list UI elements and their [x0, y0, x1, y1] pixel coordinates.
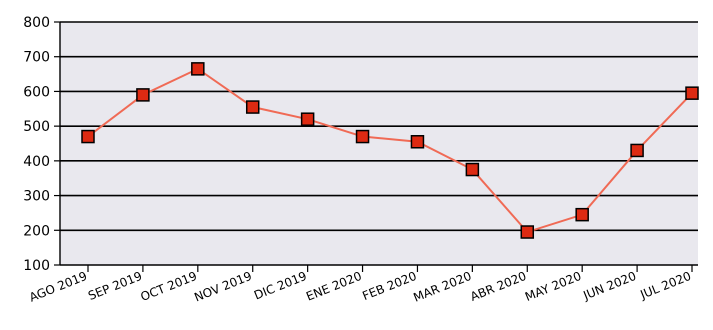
y-tick-label: 600: [23, 84, 50, 100]
gridlines: [60, 21, 698, 232]
series-line: [87, 67, 693, 234]
data-point-marker: [136, 88, 150, 102]
series-layer: [81, 62, 699, 239]
y-tick-label: 700: [23, 50, 50, 66]
y-tick-label: 300: [23, 189, 50, 205]
plot-area: [60, 22, 698, 265]
data-point-marker: [355, 129, 370, 144]
data-point-marker: [81, 129, 95, 144]
y-axis-ticks: 100 200 300 400 500 600 700 800: [23, 15, 60, 274]
data-point-marker: [685, 86, 699, 100]
data-point-marker: [410, 135, 425, 149]
x-tick-label: DIC 2019: [252, 269, 309, 303]
data-point-marker: [520, 225, 535, 239]
y-tick-label: 400: [23, 154, 50, 170]
data-point-marker: [465, 162, 480, 177]
axes: [59, 22, 698, 266]
x-tick-label: MAY 2020: [523, 269, 583, 304]
data-point-marker: [300, 112, 315, 126]
data-point-marker: [630, 143, 644, 158]
data-point-marker: [191, 62, 205, 76]
x-tick-label: SEP 2019: [86, 269, 144, 303]
y-tick-label: 500: [23, 119, 50, 135]
x-tick-label: ABR 2020: [468, 269, 528, 304]
x-tick-label: FEB 2020: [360, 269, 418, 303]
x-tick-label: JUN 2020: [580, 269, 638, 303]
data-point-marker: [575, 207, 589, 222]
y-tick-label: 100: [23, 258, 50, 274]
x-tick-label: MAR 2020: [411, 269, 473, 305]
x-tick-label: AGO 2019: [27, 269, 89, 305]
x-tick-label: OCT 2019: [139, 269, 199, 304]
y-tick-label: 200: [23, 223, 50, 239]
data-point-marker: [245, 100, 260, 114]
x-tick-label: JUL 2020: [637, 269, 693, 302]
y-tick-label: 800: [23, 15, 50, 31]
x-tick-label: NOV 2019: [192, 269, 254, 305]
x-tick-label: ENE 2020: [304, 269, 363, 304]
